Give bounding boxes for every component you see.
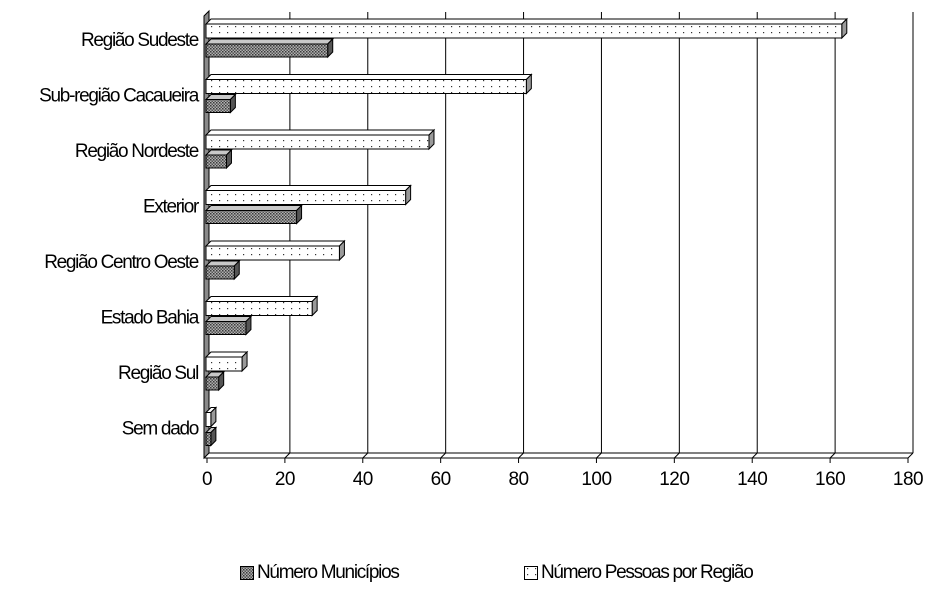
x-axis: 0 20 40 60 80 100 120 140 160 180 (202, 457, 924, 490)
legend-swatch-municipios (240, 566, 254, 580)
category-label: Região Sul (118, 363, 198, 384)
bar-pessoas-top (204, 74, 533, 80)
gridline-floor (751, 452, 758, 459)
bar-municipios-top (204, 205, 303, 211)
legend-entry-pessoas: Número Pessoas por Região (524, 562, 754, 584)
axis-wall (203, 9, 913, 460)
x-tick-label: 100 (581, 469, 611, 490)
bars (204, 17, 849, 447)
bar-pessoas-top (204, 296, 319, 302)
x-tick-label: 160 (815, 469, 845, 490)
bar-municipios-top (204, 260, 241, 267)
gridline-floor (440, 452, 447, 459)
bar-pessoas (205, 134, 430, 150)
legend-swatch-pessoas (524, 566, 538, 580)
category-labels: Região Sudeste Sub-região Cacaueira Região… (39, 30, 201, 440)
bar-pessoas (205, 412, 212, 427)
category-label: Sub-região Cacaueira (39, 86, 200, 107)
bar-pessoas (205, 23, 843, 39)
bar-pessoas-top (204, 18, 849, 25)
category-label: Sem dado (122, 419, 199, 440)
category-label: Região Centro Oeste (44, 252, 199, 273)
bar-municipios (205, 265, 235, 280)
bar-municipios-top (204, 38, 334, 45)
x-tick-label: 60 (431, 469, 451, 490)
bar-municipios (205, 432, 212, 446)
x-tick-label: 0 (202, 469, 212, 490)
x-tick-label: 40 (353, 469, 373, 490)
bar-municipios (205, 43, 329, 58)
bar-pessoas (205, 190, 407, 205)
gridline-floor (596, 452, 602, 459)
legend: Número Municípios Número Pessoas por Reg… (0, 562, 928, 584)
x-tick-label: 180 (893, 469, 923, 490)
legend-label-pessoas: Número Pessoas por Região (541, 562, 754, 583)
bar-municipios-top (204, 316, 253, 322)
bar-pessoas (205, 301, 313, 316)
category-label: Exterior (143, 197, 200, 218)
x-tick-label: 120 (659, 469, 689, 490)
gridline-floor (518, 452, 524, 459)
bar-municipios (205, 210, 298, 224)
gridline-floor (362, 452, 369, 459)
gridline-floor (829, 452, 836, 459)
legend-entry-municipios: Número Municípios (240, 562, 400, 584)
category-label: Estado Bahia (101, 308, 200, 329)
category-label: Região Sudeste (81, 30, 199, 51)
bar-pessoas-top (204, 240, 346, 247)
bar-municipios (205, 321, 247, 335)
bar-pessoas (205, 79, 527, 94)
bar-pessoas-top (204, 129, 436, 136)
gridline-floor (284, 452, 291, 459)
x-tick-label: 140 (737, 469, 767, 490)
bar-pessoas-top (204, 351, 249, 358)
bar-municipios (205, 376, 220, 391)
bar-pessoas (205, 356, 243, 372)
gridline-floor (673, 452, 680, 459)
x-tick-label: 20 (275, 469, 295, 490)
category-label: Região Nordeste (75, 141, 199, 162)
bar-pessoas-top (204, 185, 412, 191)
x-tick-label: 80 (508, 469, 528, 490)
legend-label-municipios: Número Municípios (257, 562, 400, 583)
bar-pessoas (205, 245, 340, 261)
gridline-floor (907, 452, 914, 459)
bar-municipios (205, 99, 231, 113)
bar-municipios (205, 154, 227, 169)
